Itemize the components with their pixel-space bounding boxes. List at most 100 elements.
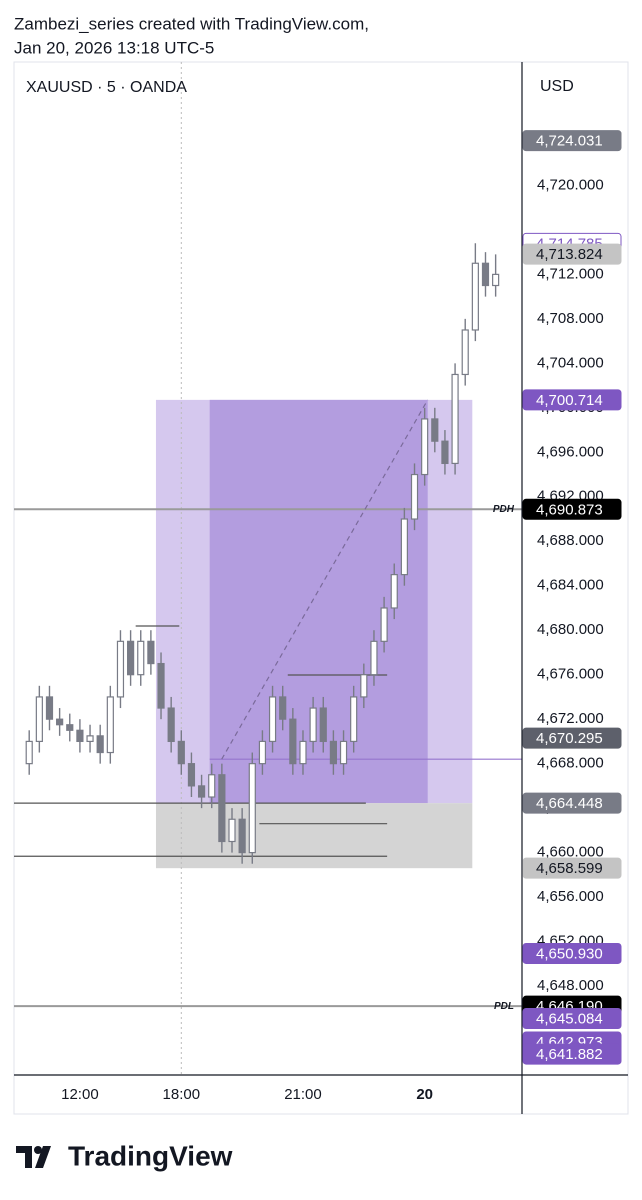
- candle-body: [208, 774, 216, 798]
- y-tick-label: 4,688.000: [537, 532, 604, 549]
- price-tag-label: 4,664.448: [536, 795, 603, 812]
- candle-body: [481, 262, 490, 287]
- level-label: PDL: [494, 1001, 514, 1012]
- candle-body: [309, 707, 317, 743]
- zone: [155, 803, 473, 869]
- x-tick-label: 12:00: [61, 1086, 99, 1103]
- y-tick-label: 4,684.000: [537, 577, 604, 594]
- price-tag: [522, 1007, 622, 1029]
- candle-body: [177, 740, 185, 765]
- candle-body: [248, 763, 256, 854]
- header-line: Zambezi_series created with TradingView.…: [14, 14, 369, 33]
- logo-dot: [34, 1146, 42, 1154]
- candle-body: [116, 640, 125, 698]
- candle-body: [218, 774, 226, 843]
- candle-body: [400, 518, 408, 576]
- candle-body: [66, 724, 74, 731]
- y-tick-label: 4,704.000: [537, 354, 604, 371]
- candle-body: [461, 329, 469, 376]
- candle-body: [45, 696, 54, 720]
- candle-body: [86, 735, 94, 743]
- candle-body: [451, 373, 459, 465]
- price-tag-label: 4,641.882: [536, 1046, 603, 1063]
- y-tick-label: 4,680.000: [537, 621, 604, 638]
- y-tick-label: 4,648.000: [537, 977, 604, 994]
- price-tag-label: 4,645.084: [536, 1010, 603, 1027]
- price-tag-label: 4,700.714: [536, 392, 603, 409]
- candle-body: [268, 696, 277, 743]
- header-line: Jan 20, 2026 13:18 UTC-5: [14, 38, 214, 57]
- price-tag-label: 4,713.824: [536, 246, 603, 263]
- candle-body: [35, 696, 43, 743]
- candle-body: [410, 473, 419, 520]
- price-tag: [522, 1043, 622, 1065]
- candle-body: [228, 818, 236, 843]
- candle-body: [96, 735, 104, 754]
- candle-body: [441, 440, 449, 465]
- candle-body: [471, 262, 479, 331]
- y-tick-label: 4,656.000: [537, 888, 604, 905]
- x-tick-label: 20: [416, 1086, 433, 1103]
- price-tag: [522, 942, 622, 964]
- x-tick-label: 21:00: [284, 1086, 322, 1103]
- x-tick-label: 18:00: [163, 1086, 201, 1103]
- candle-body: [238, 818, 246, 854]
- candle-body: [360, 674, 368, 698]
- y-tick-label: 4,720.000: [537, 176, 604, 193]
- price-tag: [522, 389, 622, 411]
- candle-body: [299, 740, 307, 765]
- candle-body: [197, 785, 206, 798]
- candle-body: [76, 729, 84, 743]
- candle-body: [350, 696, 358, 743]
- chart-frame: [13, 61, 629, 1115]
- price-tag-label: 4,724.031: [536, 133, 603, 150]
- candle-body: [492, 273, 500, 287]
- candle-body: [421, 418, 429, 476]
- logo-mark: [16, 1146, 51, 1168]
- y-tick-label: 4,712.000: [537, 265, 604, 282]
- symbol-title: XAUUSD · 5 · OANDA: [26, 79, 187, 96]
- logo-text: TradingView: [68, 1140, 233, 1171]
- candle-body: [380, 607, 388, 642]
- candle-body: [279, 696, 287, 720]
- candle-body: [25, 740, 33, 765]
- candle-body: [106, 696, 114, 754]
- candle-body: [329, 740, 338, 765]
- price-tag: [522, 130, 622, 152]
- price-tag: [522, 498, 622, 520]
- y-tick-label: 4,660.000: [537, 844, 604, 861]
- candle-body: [56, 718, 64, 726]
- candle-body: [390, 574, 398, 609]
- price-tag-label: 4,690.873: [536, 501, 603, 518]
- candle-body: [319, 707, 327, 743]
- candle-body: [339, 740, 348, 765]
- y-tick-label: 4,668.000: [537, 755, 604, 772]
- price-tag: [522, 857, 622, 879]
- price-tag-label: 4,670.295: [536, 730, 603, 747]
- price-tag-label: 4,658.599: [536, 860, 603, 877]
- currency: USD: [540, 78, 574, 95]
- trade-path: [221, 399, 429, 760]
- y-tick-label: 4,676.000: [537, 666, 604, 683]
- y-tick-label: 4,672.000: [537, 710, 604, 727]
- candle-body: [258, 740, 267, 765]
- price-tag: [522, 243, 622, 265]
- candle-body: [127, 640, 135, 676]
- candle-body: [137, 640, 145, 676]
- candle-body: [157, 662, 165, 709]
- candle-body: [187, 763, 196, 787]
- candle-body: [289, 718, 297, 765]
- price-tag-label: 4,650.930: [536, 945, 603, 962]
- candle-body: [167, 707, 175, 743]
- logo: TradingView: [16, 1140, 233, 1171]
- candle-body: [370, 640, 378, 676]
- y-tick-label: 4,708.000: [537, 310, 604, 327]
- candle-body: [147, 640, 155, 665]
- y-tick-label: 4,696.000: [537, 443, 604, 460]
- level-label: PDH: [493, 504, 515, 515]
- price-tag: [522, 792, 622, 814]
- price-tag: [522, 727, 622, 749]
- candle-body: [431, 418, 439, 442]
